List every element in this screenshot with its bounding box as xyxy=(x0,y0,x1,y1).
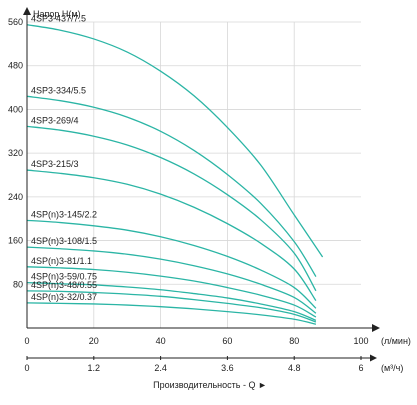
grid xyxy=(27,21,361,328)
x-axis-unit-primary: (л/мин) xyxy=(381,336,411,346)
series-label: 4SP(n)3-145/2.2 xyxy=(31,209,97,219)
series-label: 4SP(n)3-108/1.5 xyxy=(31,236,97,246)
series-line xyxy=(26,282,317,321)
series-line xyxy=(26,290,317,323)
y-tick-label: 400 xyxy=(8,104,23,114)
x-tick-label: 80 xyxy=(289,336,299,346)
x-secondary-tick-label: 2.4 xyxy=(154,363,167,373)
series-label: 4SP(n)3-32/0.37 xyxy=(31,292,97,302)
y-tick-label: 240 xyxy=(8,192,23,202)
x-secondary-tick-label: 0 xyxy=(24,363,29,373)
y-tick-label: 80 xyxy=(13,279,23,289)
series-line xyxy=(26,246,317,314)
x-secondary-tick-label: 4.8 xyxy=(288,363,301,373)
x-axis-arrow-icon xyxy=(372,324,380,332)
series-label: 4SP3-215/3 xyxy=(31,159,79,169)
x-axis-title: Производительность - Q ► xyxy=(153,380,267,390)
series-line xyxy=(26,169,317,302)
x-axis-unit-secondary: (м³/ч) xyxy=(381,363,403,373)
series-labels: 4SP3-437/7.5 4SP3-334/5.5 4SP3-269/4 4SP3-2… xyxy=(31,14,97,302)
x-secondary-tick-label: 6 xyxy=(358,363,363,373)
x-secondary-arrow-icon xyxy=(370,354,377,362)
series-line xyxy=(26,24,324,258)
y-tick-label: 560 xyxy=(8,17,23,27)
series-label: 4SP3-334/5.5 xyxy=(31,85,86,95)
series-line xyxy=(26,302,317,325)
series-label: 4SP(n)3-48/0.55 xyxy=(31,280,97,290)
tick-labels: 80 160 240 320 400 480 560 0 0 20 1.2 40 2.4 60 3.6 80 4… xyxy=(8,17,377,373)
y-tick-label: 320 xyxy=(8,148,23,158)
x-secondary-tick-label: 1.2 xyxy=(88,363,101,373)
series-line xyxy=(26,266,317,318)
series-label: 4SP3-437/7.5 xyxy=(31,14,86,24)
series-line xyxy=(26,219,317,309)
series-label: 4SP3-269/4 xyxy=(31,115,79,125)
axes: Напор H(м) (л/мин) (м³/ч) Производительн… xyxy=(23,7,411,390)
x-tick-label: 40 xyxy=(156,336,166,346)
y-axis-label: Напор H(м) xyxy=(33,9,81,19)
x-secondary-tick-label: 3.6 xyxy=(221,363,234,373)
series-line xyxy=(26,95,317,277)
series-line xyxy=(26,125,317,292)
y-axis-arrow-icon xyxy=(23,7,31,15)
x-tick-label: 0 xyxy=(24,336,29,346)
x-tick-label: 100 xyxy=(353,336,368,346)
series-label: 4SP(n)3-59/0.75 xyxy=(31,272,97,282)
y-tick-label: 160 xyxy=(8,236,23,246)
series-label: 4SP(n)3-81/1.1 xyxy=(31,256,92,266)
series-layer xyxy=(26,24,324,325)
y-tick-label: 480 xyxy=(8,61,23,71)
x-tick-label: 60 xyxy=(222,336,232,346)
x-tick-label: 20 xyxy=(89,336,99,346)
